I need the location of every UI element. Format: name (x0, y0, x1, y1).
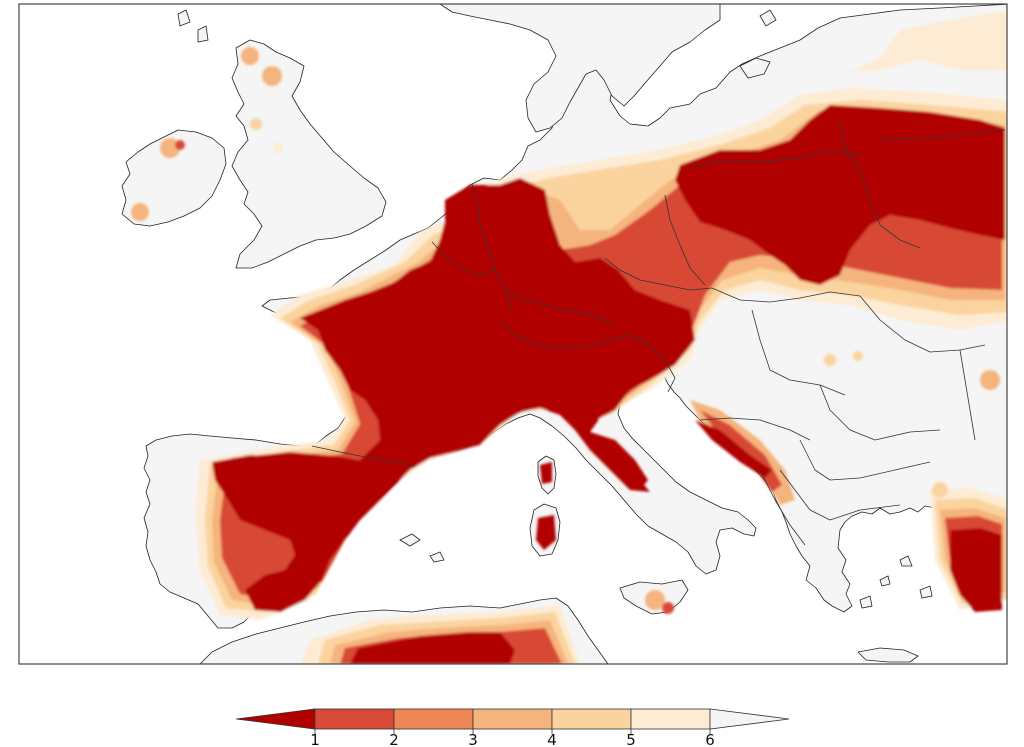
colorbar-bin-1-2 (314, 708, 395, 730)
colorbar-tick-label: 5 (626, 731, 636, 747)
colorbar-tick-label: 6 (705, 731, 715, 747)
scandinavia (439, 4, 721, 133)
small-islands (177, 9, 933, 609)
map-content (121, 4, 1007, 664)
colorbar-bin-3-4 (472, 708, 553, 730)
colorbar-below-arrow (235, 708, 316, 730)
ireland (121, 129, 227, 227)
great-britain (231, 39, 387, 269)
colorbar-tick-label: 3 (468, 731, 478, 747)
colorbar-tick-label: 1 (310, 731, 320, 747)
colorbar: 1 2 3 4 5 6 (235, 708, 790, 747)
colorbar-bin-5-6 (630, 708, 711, 730)
anomaly-layer (131, 10, 1007, 664)
colorbar-bin-4-5 (551, 708, 632, 730)
colorbar-above-arrow (709, 708, 790, 730)
scattered-spots (131, 47, 1000, 614)
core-below-1 (212, 105, 1005, 664)
country-borders (311, 119, 1006, 546)
colorbar-bin-2-3 (393, 708, 474, 730)
colorbar-tick-label: 2 (389, 731, 399, 747)
crete (857, 647, 919, 663)
colorbar-tick-label: 4 (547, 731, 557, 747)
map-frame (18, 3, 1008, 665)
